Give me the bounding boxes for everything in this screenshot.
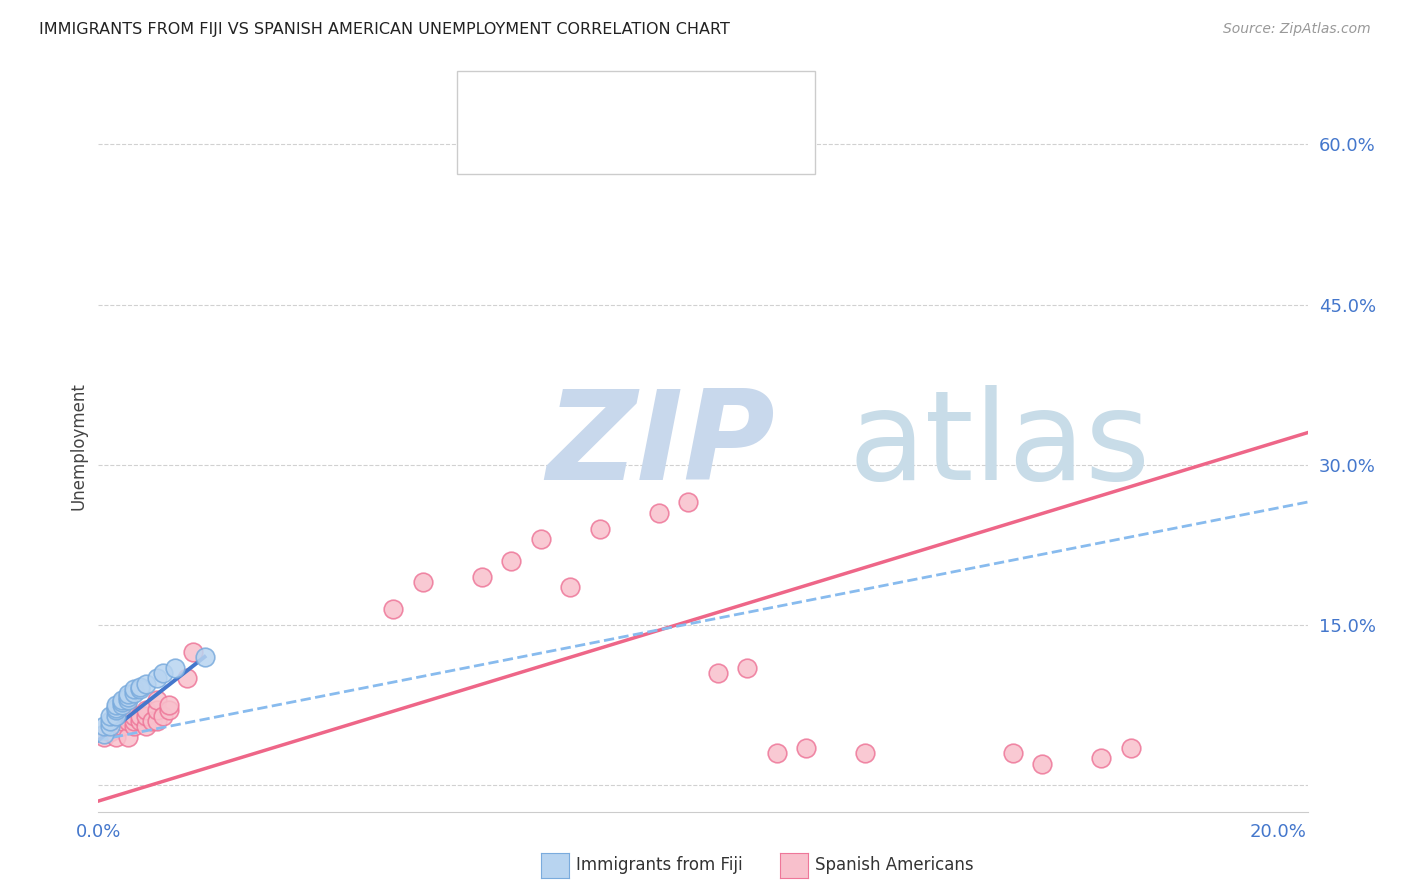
- Point: [560, 581, 582, 595]
- Point: [853, 746, 876, 760]
- Point: [794, 740, 817, 755]
- Point: [105, 703, 128, 717]
- Point: [111, 708, 134, 723]
- Point: [181, 644, 204, 658]
- Point: [471, 570, 494, 584]
- Point: [128, 708, 150, 723]
- Point: [382, 602, 405, 616]
- Point: [105, 719, 128, 733]
- Point: [117, 703, 139, 717]
- Point: [194, 649, 217, 664]
- Point: [135, 719, 157, 733]
- Point: [117, 690, 139, 705]
- Point: [135, 703, 157, 717]
- Point: [1001, 746, 1024, 760]
- Point: [135, 708, 157, 723]
- Point: [117, 687, 139, 701]
- Point: [105, 714, 128, 728]
- Point: [111, 692, 134, 706]
- Point: [648, 506, 671, 520]
- Point: [111, 719, 134, 733]
- Point: [98, 719, 121, 733]
- Point: [117, 692, 139, 706]
- Point: [1090, 751, 1112, 765]
- Point: [412, 575, 434, 590]
- Point: [111, 714, 134, 728]
- Text: Source: ZipAtlas.com: Source: ZipAtlas.com: [1223, 22, 1371, 37]
- Point: [93, 730, 115, 744]
- Point: [122, 719, 145, 733]
- Point: [105, 698, 128, 712]
- Point: [105, 708, 128, 723]
- Text: ZIP: ZIP: [546, 385, 775, 507]
- Text: R = 0.634    N = 24: R = 0.634 N = 24: [516, 91, 692, 109]
- Text: Immigrants from Fiji: Immigrants from Fiji: [576, 856, 744, 874]
- Point: [105, 730, 128, 744]
- Point: [105, 701, 128, 715]
- Point: [111, 698, 134, 712]
- Point: [1119, 740, 1142, 755]
- Point: [93, 727, 115, 741]
- Y-axis label: Unemployment: Unemployment: [69, 382, 87, 510]
- Point: [122, 714, 145, 728]
- Point: [735, 660, 758, 674]
- Point: [93, 719, 115, 733]
- Point: [706, 665, 728, 680]
- Point: [117, 714, 139, 728]
- Text: R = 0.638    N = 48: R = 0.638 N = 48: [516, 136, 692, 154]
- Point: [146, 671, 169, 685]
- Point: [122, 681, 145, 696]
- Point: [157, 698, 180, 712]
- Point: [117, 730, 139, 744]
- Point: [530, 533, 553, 547]
- Point: [678, 495, 700, 509]
- Point: [146, 692, 169, 706]
- Point: [501, 554, 523, 568]
- Point: [105, 708, 128, 723]
- Text: IMMIGRANTS FROM FIJI VS SPANISH AMERICAN UNEMPLOYMENT CORRELATION CHART: IMMIGRANTS FROM FIJI VS SPANISH AMERICAN…: [39, 22, 730, 37]
- Point: [152, 665, 174, 680]
- Point: [176, 671, 198, 685]
- Point: [111, 695, 134, 709]
- Point: [165, 660, 187, 674]
- Point: [157, 703, 180, 717]
- Point: [128, 680, 150, 694]
- Point: [128, 714, 150, 728]
- Text: Spanish Americans: Spanish Americans: [815, 856, 974, 874]
- Text: atlas: atlas: [848, 385, 1150, 507]
- Point: [152, 708, 174, 723]
- Point: [122, 708, 145, 723]
- Point: [98, 719, 121, 733]
- Point: [128, 681, 150, 696]
- Point: [98, 708, 121, 723]
- Point: [98, 714, 121, 728]
- Point: [146, 703, 169, 717]
- Point: [122, 686, 145, 700]
- Point: [765, 746, 787, 760]
- Point: [98, 724, 121, 739]
- Point: [589, 522, 612, 536]
- Point: [135, 676, 157, 690]
- Point: [141, 714, 163, 728]
- Point: [1031, 756, 1053, 771]
- Point: [146, 714, 169, 728]
